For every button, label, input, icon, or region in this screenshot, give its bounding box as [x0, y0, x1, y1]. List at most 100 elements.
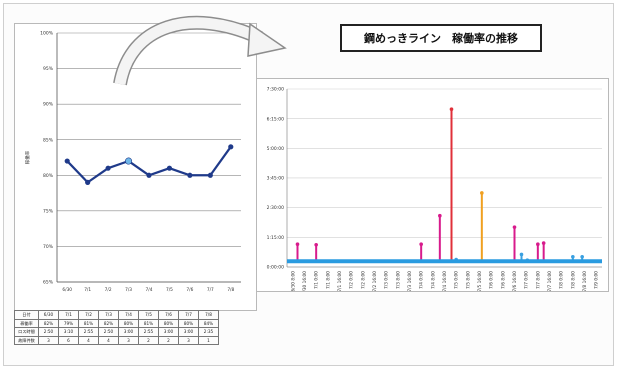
table-cell: 84% [198, 318, 219, 328]
table-row: 日付 6/30 7/1 7/2 7/3 7/4 7/5 7/6 7/7 7/8 [14, 310, 219, 320]
bar-marker [536, 242, 540, 247]
x-tick-label: 7/1 0:00 [314, 271, 320, 289]
y-tick-label: 95% [43, 66, 54, 72]
bar-marker [419, 242, 423, 247]
x-tick-label: 7/7 [207, 287, 214, 293]
table-cell: 2 [158, 335, 179, 345]
x-tick-label: 7/4 8:00 [430, 271, 436, 289]
table-cell: 81% [138, 318, 159, 328]
x-tick-label: 7/3 0:00 [384, 271, 390, 289]
x-tick-label: 7/2 16:00 [372, 271, 378, 291]
bar-marker [519, 252, 524, 257]
x-tick-label: 7/1 [84, 287, 91, 293]
x-tick-label: 7/7 8:00 [535, 271, 541, 289]
table-cell: 80% [158, 318, 179, 328]
bar-marker [449, 107, 454, 112]
table-cell: 7/1 [58, 310, 79, 320]
table-row: 稼働率 82% 79% 81% 82% 80% 81% 80% 80% 84% [14, 318, 219, 328]
y-tick-label: 1:15:00 [267, 235, 284, 241]
table-cell: 3:10 [58, 327, 79, 337]
bar-marker [580, 254, 584, 259]
x-tick-label: 6/30 [62, 287, 72, 293]
table-cell: 80% [178, 318, 199, 328]
y-tick-label: 90% [43, 102, 54, 108]
bar-marker [571, 254, 575, 259]
table-cell: 2:35 [198, 327, 219, 337]
table-row-header: 稼働率 [14, 318, 39, 328]
x-tick-label: 7/8 0:00 [559, 271, 565, 289]
table-cell: 80% [118, 318, 139, 328]
table-cell: 7/6 [158, 310, 179, 320]
table-row-header: ロス時間 [14, 327, 39, 337]
table-cell: 3 [178, 335, 199, 345]
table-cell: 82% [98, 318, 119, 328]
x-tick-label: 7/3 16:00 [407, 271, 413, 291]
table-row: ロス時間 2:50 3:10 2:55 2:50 3:00 2:55 3:00 3:00 2:35 [14, 327, 219, 337]
table-cell: 3:00 [178, 327, 199, 337]
y-tick-label: 5:00:00 [267, 146, 284, 152]
x-tick-label: 7/7 0:00 [524, 271, 530, 289]
y-tick-label: 6:15:00 [267, 116, 284, 122]
data-point [207, 172, 213, 178]
table-cell: 2:55 [138, 327, 159, 337]
x-tick-label: 7/6 0:00 [489, 271, 495, 289]
bar-marker [512, 225, 517, 229]
bar-chart-panel: 0:00:00 1:15:00 2:30:00 3:45:00 5:00:00 6:15:… [256, 78, 609, 294]
data-table: 日付 6/30 7/1 7/2 7/3 7/4 7/5 7/6 7/7 7/8 稼働率 82% 79% 8… [14, 310, 219, 345]
table-cell: 2 [138, 335, 159, 345]
table-cell: 1 [198, 335, 219, 345]
bar-marker [438, 213, 442, 218]
bar-marker [541, 241, 546, 245]
y-tick-label: 70% [43, 244, 54, 250]
bar-chart: 0:00:00 1:15:00 2:30:00 3:45:00 5:00:00 6:15:… [267, 87, 602, 294]
data-point [85, 179, 91, 185]
x-tick-label: 7/4 16:00 [442, 271, 448, 291]
table-cell: 4 [98, 335, 119, 345]
table-cell: 2:55 [78, 327, 99, 337]
y-tick-label: 85% [43, 137, 54, 143]
table-row-header: 故障件数 [14, 335, 39, 345]
y-tick-label: 100% [40, 31, 54, 37]
line-chart-panel: 65% 70% 75% 80% 85% 90% 95% 100% 稼働率 6/30 7/1 7/2 7/… [14, 23, 257, 311]
x-tick-label: 7/9 0:00 [594, 271, 600, 289]
y-tick-label: 75% [43, 208, 54, 214]
table-cell: 3 [118, 335, 139, 345]
data-point [105, 165, 111, 171]
x-tick-label: 7/2 8:00 [360, 271, 366, 289]
y-tick-label: 0:00:00 [267, 265, 284, 271]
table-cell: 79% [58, 318, 79, 328]
table-row-header: 日付 [14, 310, 39, 320]
x-tick-label: 7/6 [186, 287, 193, 293]
table-cell: 7/2 [78, 310, 99, 320]
curved-arrow-icon [113, 15, 287, 86]
x-tick-label: 7/8 [227, 287, 234, 293]
x-tick-label: 6/30 16:00 [302, 271, 308, 291]
table-cell: 3:00 [118, 327, 139, 337]
bar-marker [480, 191, 484, 195]
line-chart: 65% 70% 75% 80% 85% 90% 95% 100% 稼働率 6/30 7/1 7/2 7/… [24, 31, 241, 293]
x-tick-label: 7/8 16:00 [582, 271, 588, 291]
table-cell: 7/5 [138, 310, 159, 320]
x-tick-label: 7/4 0:00 [419, 271, 425, 289]
x-tick-label: 7/3 8:00 [395, 271, 401, 289]
x-tick-label: 7/8 8:00 [570, 271, 576, 289]
chart-title: 鋼めっきライン 稼働率の推移 [340, 24, 542, 52]
x-tick-label: 6/30 8:00 [290, 271, 296, 291]
y-axis-label: 稼働率 [24, 150, 31, 164]
table-cell: 7/3 [98, 310, 119, 320]
x-tick-label: 7/1 16:00 [337, 271, 343, 291]
x-tick-label: 7/4 [146, 287, 153, 293]
table-cell: 7/7 [178, 310, 199, 320]
x-tick-label: 7/7 16:00 [547, 271, 553, 291]
table-cell: 82% [38, 318, 59, 328]
table-cell: 81% [78, 318, 99, 328]
table-cell: 3 [38, 335, 59, 345]
x-tick-label: 7/2 0:00 [349, 271, 355, 289]
table-cell: 7/8 [198, 310, 219, 320]
table-cell: 7/4 [118, 310, 139, 320]
table-cell: 4 [78, 335, 99, 345]
x-tick-label: 7/5 [166, 287, 173, 293]
table-cell: 6 [58, 335, 79, 345]
y-tick-label: 7:30:00 [267, 87, 284, 93]
y-tick-label: 3:45:00 [267, 176, 284, 182]
